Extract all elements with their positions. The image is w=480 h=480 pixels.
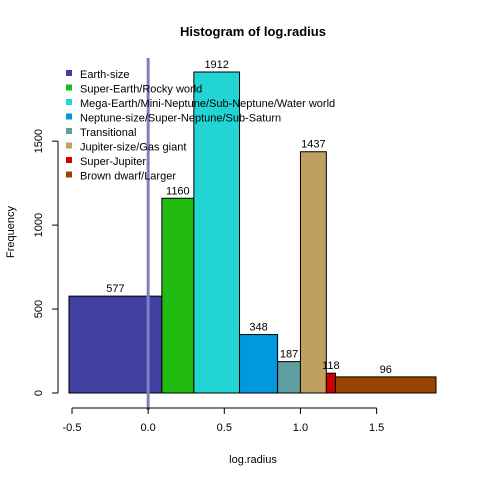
histogram-bar-6 bbox=[299, 151, 327, 394]
histogram-bar-4 bbox=[239, 334, 279, 394]
legend-swatch-2 bbox=[66, 84, 72, 91]
y-tick-label-4: 1500 bbox=[33, 129, 45, 153]
bar-value-label-1: 577 bbox=[106, 283, 124, 295]
bar-value-label-6: 1437 bbox=[301, 139, 325, 151]
y-tick-label-2: 500 bbox=[33, 300, 45, 318]
legend-label-8: Brown dwarf/Larger bbox=[80, 171, 176, 183]
legend-swatch-3 bbox=[66, 99, 72, 105]
histogram-bar-1 bbox=[68, 295, 163, 394]
legend-label-7: Super-Jupiter bbox=[80, 156, 146, 168]
bar-value-label-3: 1912 bbox=[204, 59, 228, 71]
bars-group bbox=[68, 71, 437, 394]
legend-label-1: Earth-size bbox=[80, 69, 130, 81]
x-axis-label: log.radius bbox=[229, 454, 277, 466]
y-tick-label-1: 0 bbox=[33, 390, 45, 396]
y-axis: 0 500 1000 1500 bbox=[33, 129, 59, 396]
histogram-bar-7 bbox=[325, 372, 336, 394]
bar-value-label-7: 118 bbox=[322, 360, 340, 372]
legend-label-5: Transitional bbox=[80, 127, 136, 139]
histogram-bar-8 bbox=[334, 376, 437, 394]
x-axis: -0.5 0.0 0.5 1.0 1.5 bbox=[63, 407, 384, 434]
legend-label-3: Mega-Earth/Mini-Neptune/Sub-Neptune/Wate… bbox=[80, 98, 335, 110]
legend-swatch-7 bbox=[66, 157, 72, 163]
histogram-bar-5 bbox=[277, 361, 301, 394]
legend-label-6: Jupiter-size/Gas giant bbox=[80, 142, 186, 154]
legend-swatch-5 bbox=[66, 128, 72, 134]
chart-title: Histogram of log.radius bbox=[180, 24, 326, 39]
legend: Earth-size Super-Earth/Rocky world Mega-Ea… bbox=[66, 69, 335, 183]
histogram-bar-2 bbox=[161, 197, 195, 394]
y-tick-label-3: 1000 bbox=[33, 213, 45, 237]
x-tick-label-2: 0.0 bbox=[141, 422, 156, 434]
x-tick-label-1: -0.5 bbox=[63, 422, 82, 434]
y-axis-label: Frequency bbox=[5, 206, 17, 258]
legend-swatch-6 bbox=[66, 142, 72, 149]
bar-value-label-5: 187 bbox=[280, 349, 298, 361]
data-labels-group: 577 1160 1912 348 187 1437 118 96 bbox=[106, 59, 392, 376]
x-tick-label-5: 1.5 bbox=[369, 422, 384, 434]
legend-swatch-1 bbox=[66, 70, 72, 76]
x-tick-label-4: 1.0 bbox=[293, 422, 308, 434]
x-tick-label-3: 0.5 bbox=[217, 422, 232, 434]
legend-label-4: Neptune-size/Super-Neptune/Sub-Saturn bbox=[80, 113, 281, 125]
histogram-bar-3 bbox=[193, 71, 241, 394]
legend-swatch-4 bbox=[66, 113, 72, 120]
bar-value-label-4: 348 bbox=[249, 322, 267, 334]
legend-swatch-8 bbox=[66, 171, 72, 178]
bar-value-label-2: 1160 bbox=[166, 185, 190, 197]
legend-label-2: Super-Earth/Rocky world bbox=[80, 84, 202, 96]
bar-value-label-8: 96 bbox=[380, 364, 392, 376]
